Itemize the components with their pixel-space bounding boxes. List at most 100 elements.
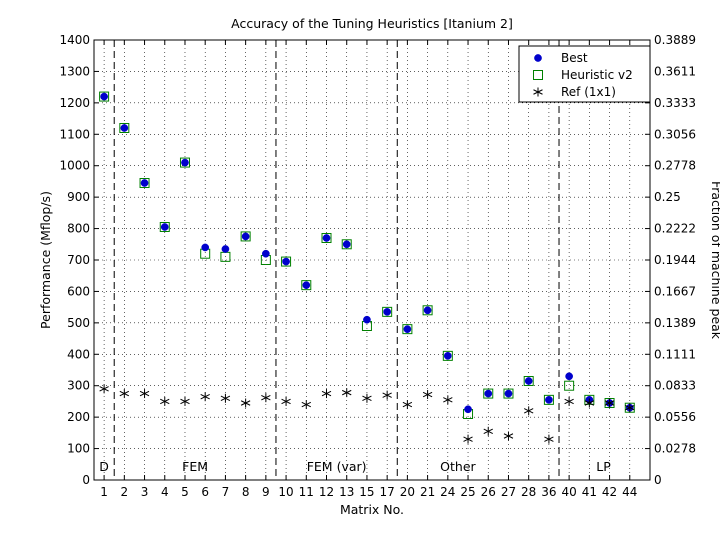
asterisk-stroke: [544, 436, 554, 442]
legend-label: Heuristic v2: [561, 68, 633, 82]
best-point: [262, 249, 270, 258]
heuristic-v2-point: [503, 388, 514, 399]
asterisk-stroke: [240, 400, 251, 406]
legend-marker: [533, 87, 543, 97]
y-tick-label: 100: [67, 442, 90, 456]
asterisk-stroke: [463, 436, 473, 442]
group-label: FEM (var): [307, 459, 367, 474]
ref-1x1-point: [200, 392, 210, 402]
ref-1x1-point: [362, 393, 372, 403]
asterisk-stroke: [281, 398, 291, 405]
y-tick-label: 600: [67, 284, 90, 298]
asterisk-stroke: [321, 390, 332, 397]
best-point: [181, 158, 189, 167]
group-dividers: [113, 40, 560, 480]
asterisk-stroke: [382, 392, 392, 398]
data-markers: [99, 91, 635, 444]
heuristic-v2-point: [119, 123, 130, 133]
ref-1x1-point: [584, 398, 595, 408]
y-tick-label: 1200: [59, 96, 90, 110]
heuristic-v2-point: [179, 157, 190, 168]
y-right-tick-label: 0.3333: [654, 96, 696, 110]
x-tick-label: 15: [359, 485, 374, 499]
ref-1x1-point: [443, 395, 453, 405]
best-point: [282, 257, 290, 266]
group-labels: D FEM FEM (var) Other LP: [99, 459, 611, 474]
y-tick-label: 200: [67, 410, 90, 424]
ref-1x1-point: [604, 398, 615, 408]
asterisk-stroke: [584, 400, 595, 406]
asterisk-stroke: [503, 433, 514, 439]
asterisk-stroke: [180, 398, 190, 405]
x-tick-label: 1: [100, 485, 108, 499]
asterisk-stroke: [139, 390, 150, 397]
x-tick-label: 3: [141, 485, 149, 499]
y-right-tick-label: 0.2778: [654, 159, 696, 173]
ref-1x1-point: [301, 400, 312, 410]
best-point: [322, 234, 331, 242]
best-point: [140, 179, 149, 187]
x-tick-label: 27: [501, 485, 516, 499]
best-point: [484, 389, 493, 398]
y-right-tick-label: 0.1944: [654, 253, 696, 267]
x-tick-label: 2: [121, 485, 129, 499]
ref-1x1-point: [564, 396, 574, 406]
x-tick-label: 8: [242, 485, 250, 499]
ref-1x1-point: [544, 434, 554, 444]
y-tick-label: 1100: [59, 127, 90, 141]
asterisk-stroke: [402, 401, 413, 408]
ref-1x1-point: [422, 390, 433, 400]
best-point: [363, 315, 371, 324]
ref-1x1-point: [240, 398, 251, 408]
asterisk-stroke: [564, 398, 574, 405]
legend: Best Heuristic v2 Ref (1x1): [518, 45, 651, 103]
y-right-tick-label: 0.1111: [654, 347, 696, 361]
heuristic-v2-point: [240, 231, 251, 242]
x-tick-label: 41: [582, 485, 597, 499]
legend-label: Best: [561, 51, 588, 65]
x-tick-label: 25: [460, 485, 475, 499]
ref-1x1-point: [321, 389, 332, 399]
y-tick-label: 800: [67, 222, 90, 236]
y-right-tick-label: 0.0833: [654, 379, 696, 393]
ref-1x1-point: [261, 393, 271, 403]
group-label: Other: [440, 459, 476, 474]
y-tick-label: 500: [67, 316, 90, 330]
heuristic-v2-point: [321, 233, 332, 243]
y-tick-label: 700: [67, 253, 90, 267]
asterisk-stroke: [342, 389, 352, 396]
best-point: [302, 281, 311, 289]
y-tick-label: 900: [67, 190, 90, 204]
y-tick-label: 1000: [59, 159, 90, 173]
heuristic-v2-point: [523, 376, 534, 386]
y-right-tick-label: 0.1389: [654, 316, 696, 330]
heuristic-v2-point: [422, 305, 433, 316]
x-tick-label: 36: [541, 485, 556, 499]
grid-lines: [94, 40, 650, 480]
x-axis-title: Matrix No.: [340, 502, 404, 517]
x-tick-label: 26: [481, 485, 496, 499]
ref-1x1-point: [523, 406, 534, 416]
asterisk-stroke: [160, 398, 170, 405]
group-label: FEM: [182, 459, 208, 474]
best-point: [524, 377, 533, 385]
x-tick-label: 9: [262, 485, 270, 499]
heuristic-v2-point: [139, 178, 150, 188]
x-tick-label: 42: [602, 485, 617, 499]
y-right-tick-label: 0.3889: [654, 33, 696, 47]
best-point: [504, 389, 513, 398]
ref-1x1-point: [119, 389, 130, 399]
x-tick-label: 10: [278, 485, 293, 499]
x-tick-label: 13: [339, 485, 354, 499]
asterisk-stroke: [99, 386, 109, 392]
heuristic-v2-point: [402, 324, 413, 335]
y-right-tick-label: 0.0556: [654, 410, 696, 424]
x-tick-label: 44: [622, 485, 637, 499]
asterisk-stroke: [523, 408, 534, 414]
legend-label: Ref (1x1): [561, 85, 616, 99]
y-right-tick-label: 0.0278: [654, 442, 696, 456]
asterisk-stroke: [119, 390, 130, 397]
ref-1x1-point: [139, 389, 150, 399]
asterisk-stroke: [220, 395, 231, 401]
best-point: [221, 245, 230, 253]
